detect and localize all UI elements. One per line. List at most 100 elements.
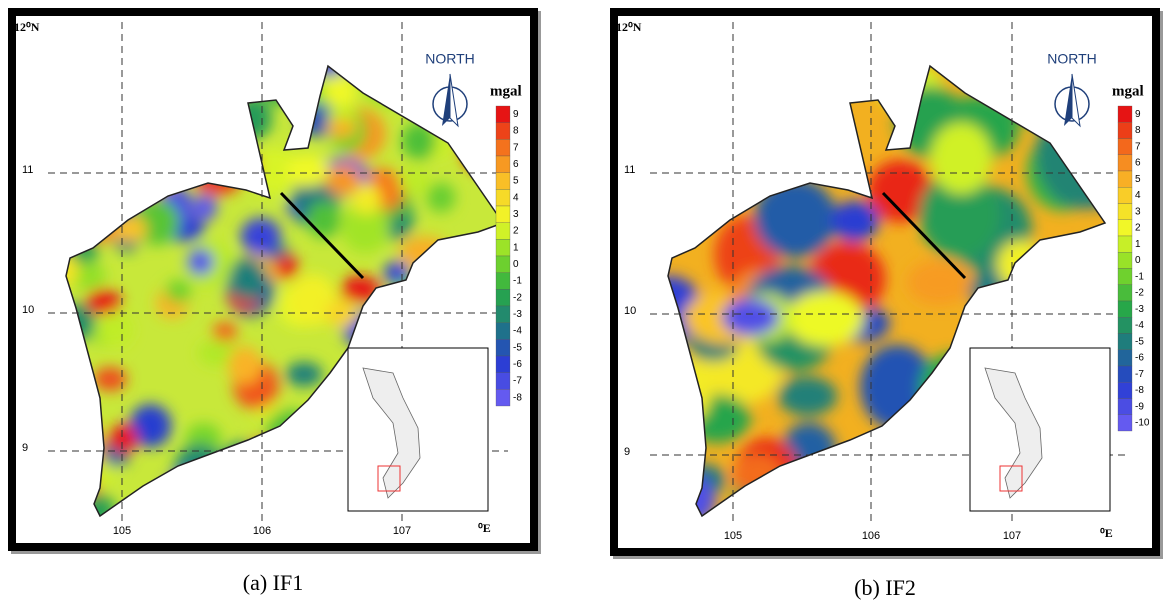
colorbar-cell [1117,170,1133,188]
caption: (a) IF1 [243,570,303,595]
colorbar-cell [1117,317,1133,334]
lat-top-label: 12⁰N [616,20,642,34]
colorbar-label: 7 [513,142,519,153]
colorbar-label: 9 [513,109,519,120]
colorbar-cell [1117,138,1133,155]
anomaly-blob [721,298,780,336]
colorbar-label: -6 [1135,353,1144,364]
lon-unit: ⁰E [478,521,491,535]
colorbar-unit: mgal [1112,83,1144,99]
colorbar-label: -4 [513,326,522,337]
north-label: NORTH [425,51,475,67]
colorbar-cell [1117,235,1133,253]
colorbar-label: 2 [1135,223,1141,234]
colorbar-label: 8 [1135,125,1141,136]
colorbar-cell [495,239,511,257]
anomaly-blob [918,170,1000,259]
colorbar-cell [1117,333,1133,350]
colorbar-cell [495,322,511,340]
colorbar-label: 0 [513,259,519,270]
colorbar-label: -2 [1135,288,1144,299]
colorbar-cell [1117,203,1133,220]
anomaly-blob [198,339,239,367]
lat-label: 9 [22,442,28,454]
anomaly-blob [240,217,282,256]
colorbar-cell [1117,365,1133,383]
colorbar-label: 2 [513,226,519,237]
anomaly-blob [323,75,357,108]
lat-label: 9 [624,446,630,458]
anomaly-blob [754,178,837,258]
anomaly-blob [325,164,361,196]
colorbar-cell [1117,398,1133,415]
anomaly-blob [228,257,267,302]
anomaly-blob [96,311,133,347]
colorbar-cell [495,205,511,223]
anomaly-blob [66,253,79,287]
colorbar-label: 1 [1135,239,1141,250]
lon-label: 105 [724,530,742,542]
colorbar-cell [495,355,511,373]
anomaly-blob [307,200,341,239]
colorbar-cell [495,105,511,123]
lon-label: 107 [393,525,411,537]
lon-label: 107 [1003,530,1021,542]
anomaly-blob [86,289,122,315]
colorbar-cell [1117,382,1133,399]
colorbar-cell [495,305,511,323]
colorbar-cell [1117,300,1133,318]
anomaly-blob [777,376,838,416]
colorbar-cell [1117,414,1133,432]
lon-unit: ⁰E [1100,526,1113,540]
colorbar-label: 5 [1135,174,1141,185]
colorbar-label: -5 [513,342,522,353]
anomaly-blob [401,122,437,160]
colorbar-label: 3 [1135,206,1141,217]
caption: (b) IF2 [854,575,916,600]
colorbar-label: 6 [1135,158,1141,169]
lat-label: 11 [624,164,635,176]
colorbar-cell [495,139,511,157]
colorbar-label: -10 [1135,418,1150,429]
colorbar-cell [495,189,511,207]
colorbar-label: -7 [513,376,522,387]
anomaly-blob [383,260,410,285]
anomaly-blob [340,201,390,253]
anomaly-blob [286,154,330,187]
anomaly-blob [351,183,381,215]
colorbar-label: 5 [513,176,519,187]
anomaly-blob [326,118,358,139]
colorbar-cell [495,372,511,390]
anomaly-blob [285,362,323,387]
colorbar-cell [495,122,511,140]
colorbar-label: -5 [1135,336,1144,347]
north-arrow [449,73,459,128]
anomaly-blob [193,194,218,221]
colorbar-label: 8 [513,126,519,137]
colorbar-label: -8 [1135,385,1144,396]
anomaly-blob [212,321,238,343]
colorbar-label: 6 [513,159,519,170]
colorbar-cell [1117,349,1133,367]
colorbar-cell [495,172,511,190]
north-arrow [442,74,450,126]
colorbar-label: 0 [1135,255,1141,266]
colorbar-cell [495,339,511,357]
anomaly-blob [426,182,456,213]
anomaly-blob [830,200,880,242]
colorbar-label: 9 [1135,109,1141,120]
colorbar-cell [495,222,511,240]
colorbar-label: -9 [1135,401,1144,412]
colorbar-label: 7 [1135,141,1141,152]
colorbar-label: -1 [513,276,522,287]
anomaly-blob [906,259,972,306]
colorbar-cell [1117,268,1133,285]
colorbar-label: 1 [513,242,519,253]
colorbar-label: -6 [513,359,522,370]
inset-highlight [999,465,1023,492]
inset-highlight [377,465,401,492]
anomaly-blob [129,404,172,448]
anomaly-blob [930,122,993,194]
